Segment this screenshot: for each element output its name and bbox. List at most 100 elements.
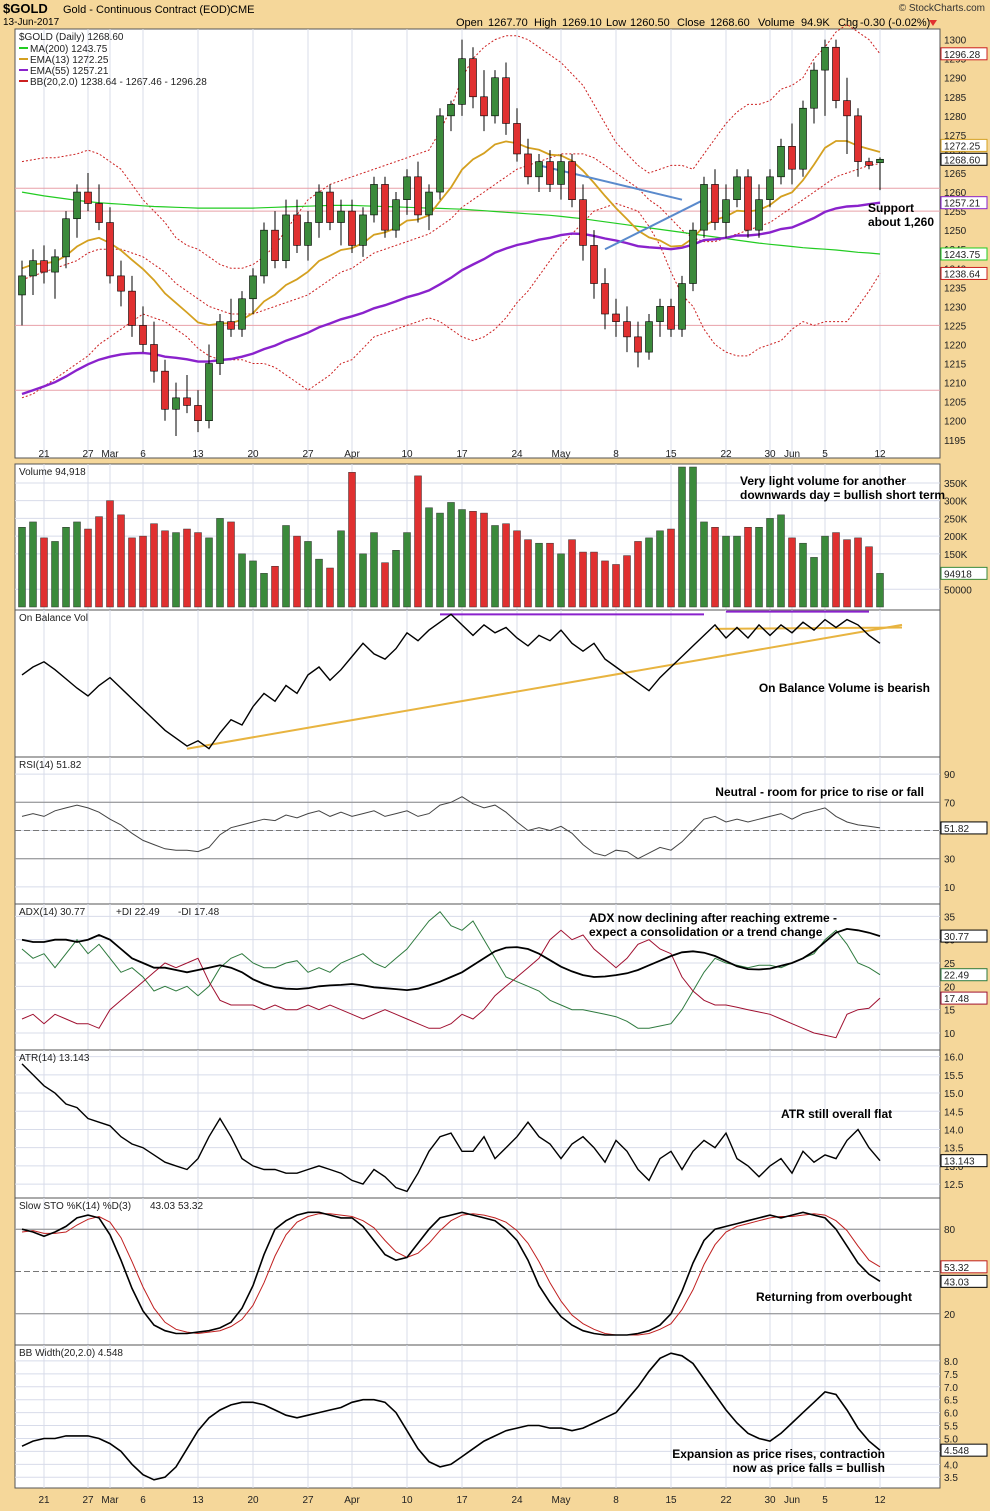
candle-body	[612, 313, 620, 322]
y-tick-label: 1290	[944, 74, 967, 85]
volume-bar	[216, 518, 224, 608]
panel-legend: On Balance Vol	[19, 613, 88, 624]
annotation-text: now as price falls = bullish	[733, 1461, 885, 1475]
annotation-text: Returning from overbought	[756, 1290, 912, 1304]
x-tick-label: 15	[665, 1495, 677, 1506]
volume-bar	[711, 527, 719, 608]
x-tick-label: 17	[456, 1495, 468, 1506]
x-tick-label: 5	[822, 1495, 828, 1506]
candle-body	[568, 161, 576, 200]
candle-body	[733, 176, 741, 200]
symbol: $GOLD	[3, 1, 48, 16]
candle-body	[502, 77, 510, 124]
volume-bar	[73, 521, 81, 608]
candle-body	[117, 275, 125, 292]
sto-d-line	[21, 1213, 881, 1336]
y-tick-label: 12.5	[944, 1180, 964, 1191]
volume-bar	[150, 523, 158, 608]
volume-bar	[425, 507, 433, 608]
volume-bar	[249, 560, 257, 608]
candle-body	[29, 260, 37, 277]
panel-legend: ATR(14) 13.143	[19, 1053, 90, 1064]
candle-body	[260, 229, 268, 277]
candle-body	[667, 306, 675, 330]
candle-body	[799, 107, 807, 170]
x-tick-label: 17	[456, 449, 468, 460]
rsi-line	[21, 796, 881, 860]
y-tick-label: 1300	[944, 36, 967, 47]
value-tag	[940, 1154, 988, 1168]
volume-bar	[810, 557, 818, 608]
legend-plus-di: +DI 22.49	[116, 907, 160, 918]
volume-bar	[29, 521, 37, 608]
volume-value: 94.9K	[801, 17, 830, 29]
volume-bar	[469, 511, 477, 608]
volume-bar	[612, 564, 620, 608]
candle-body	[579, 199, 587, 246]
value-tag	[940, 566, 988, 580]
x-tick-label: 30	[764, 1495, 776, 1506]
exchange: CME	[230, 4, 254, 16]
candle-body	[425, 191, 433, 216]
candle-body	[810, 69, 818, 109]
x-tick-label: 6	[140, 449, 146, 460]
chg-down-arrow-icon	[929, 20, 937, 26]
value-tag-label: 1296.28	[944, 50, 981, 61]
candle-body	[128, 290, 136, 326]
y-tick-label: 150K	[944, 550, 968, 561]
value-tag	[940, 47, 988, 61]
volume-bar	[766, 518, 774, 608]
y-tick-label: 10	[944, 883, 956, 894]
ma200-line	[21, 191, 881, 255]
candle-body	[359, 214, 367, 246]
open-value: 1267.70	[488, 17, 528, 29]
volume-bar	[667, 528, 675, 608]
volume-bar	[326, 567, 334, 608]
y-tick-label: 13.5	[944, 1144, 964, 1155]
x-tick-label: 10	[401, 1495, 413, 1506]
y-tick-label: 1230	[944, 302, 967, 313]
candle-body	[139, 325, 147, 345]
candle-body	[95, 203, 103, 223]
candle-body	[689, 229, 697, 284]
volume-bar	[40, 537, 48, 608]
volume-bar	[117, 514, 125, 608]
x-tick-label: 6	[140, 1495, 146, 1506]
x-tick-label: 10	[401, 449, 413, 460]
annotation-text: Support	[868, 201, 914, 215]
x-tick-label: May	[552, 449, 571, 460]
value-tag-label: 1243.75	[944, 250, 981, 261]
value-tag-label: 13.143	[944, 1157, 975, 1168]
close-label: Close	[677, 17, 705, 29]
candle-body	[326, 191, 334, 223]
y-tick-label: 35	[944, 912, 956, 923]
candle-body	[18, 275, 26, 296]
x-tick-label: 20	[247, 449, 259, 460]
x-tick-label: Apr	[344, 449, 360, 460]
candle-body	[513, 123, 521, 155]
y-tick-label: 1195	[944, 436, 966, 447]
y-tick-label: 8.0	[944, 1357, 958, 1368]
ema13-line	[21, 140, 881, 327]
low-value: 1260.50	[630, 17, 670, 29]
candle-body	[106, 222, 114, 277]
candle-body	[480, 96, 488, 117]
candle-body	[788, 146, 796, 170]
x-tick-label: 22	[720, 449, 732, 460]
x-tick-label: 27	[82, 1495, 94, 1506]
y-tick-label: 6.0	[944, 1409, 958, 1420]
y-tick-label: 20	[944, 1310, 956, 1321]
value-tag	[940, 266, 988, 280]
candle-body	[711, 184, 719, 223]
volume-bar	[656, 530, 664, 608]
candle-body	[227, 321, 235, 330]
ema55-line	[21, 201, 881, 396]
value-tag	[940, 991, 988, 1005]
legend-sto: Slow STO %K(14) %D(3)	[19, 1201, 131, 1212]
volume-bar	[557, 553, 565, 608]
credit: © StockCharts.com	[899, 3, 985, 14]
high-label: High	[534, 17, 557, 29]
x-tick-label: 22	[720, 1495, 732, 1506]
candle-body	[601, 283, 609, 315]
candle-body	[348, 210, 356, 246]
